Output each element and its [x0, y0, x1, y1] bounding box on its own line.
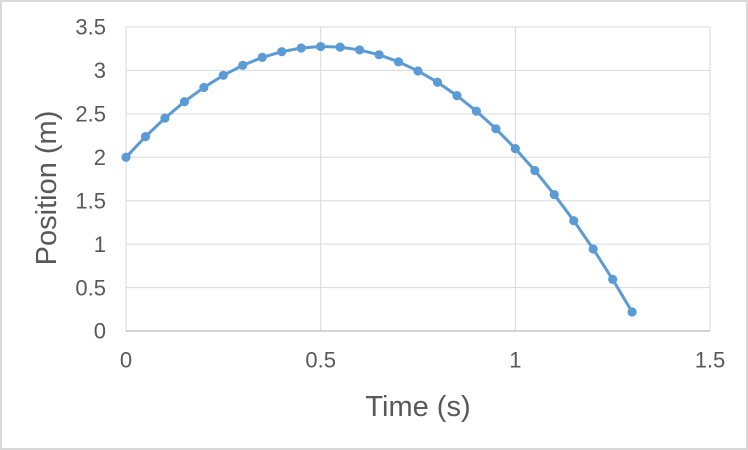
data-point-marker — [238, 60, 248, 70]
y-tick-label: 1.5 — [75, 188, 106, 213]
data-point-marker — [355, 45, 365, 55]
y-tick-labels: 0 0.5 1 1.5 2 2.5 3 3.5 — [75, 15, 106, 344]
data-point-marker — [199, 82, 209, 93]
data-point-marker — [218, 70, 228, 80]
x-tick-labels: 0 0.5 1 1.5 — [120, 348, 725, 373]
data-point-marker — [471, 106, 481, 116]
x-axis-title: Time (s) — [365, 391, 470, 423]
y-tick-label: 2.5 — [75, 102, 106, 127]
data-point-marker — [316, 41, 326, 52]
y-tick-label: 1 — [94, 232, 106, 257]
data-point-marker — [432, 77, 443, 87]
data-point-marker — [413, 66, 423, 76]
data-point-marker — [335, 42, 345, 52]
y-tick-label: 3.5 — [75, 15, 106, 40]
data-point-marker — [277, 47, 287, 57]
x-tick-label: 1.5 — [695, 348, 726, 373]
data-series — [121, 41, 637, 317]
data-point-marker — [374, 50, 384, 60]
data-point-marker — [257, 52, 267, 63]
data-point-marker — [491, 124, 501, 134]
data-point-marker — [160, 113, 170, 123]
y-tick-label: 0 — [94, 319, 106, 344]
data-point-marker — [296, 43, 306, 53]
data-point-marker — [121, 152, 131, 162]
y-tick-label: 3 — [94, 58, 106, 83]
data-point-marker — [510, 144, 520, 154]
data-point-marker — [588, 244, 598, 254]
y-axis-title: Position (m) — [31, 111, 63, 266]
data-point-marker — [393, 57, 404, 67]
data-point-marker — [549, 189, 559, 200]
data-point-marker — [530, 165, 540, 176]
x-tick-label: 1 — [509, 348, 521, 373]
data-point-marker — [569, 216, 579, 226]
data-point-marker — [140, 132, 151, 142]
data-point-marker — [179, 97, 189, 107]
y-tick-label: 2 — [94, 145, 106, 170]
data-point-marker — [627, 307, 637, 317]
y-tick-label: 0.5 — [75, 275, 106, 300]
data-point-marker — [608, 274, 618, 285]
x-tick-label: 0 — [120, 348, 132, 373]
data-point-marker — [452, 91, 462, 101]
x-tick-label: 0.5 — [305, 348, 336, 373]
